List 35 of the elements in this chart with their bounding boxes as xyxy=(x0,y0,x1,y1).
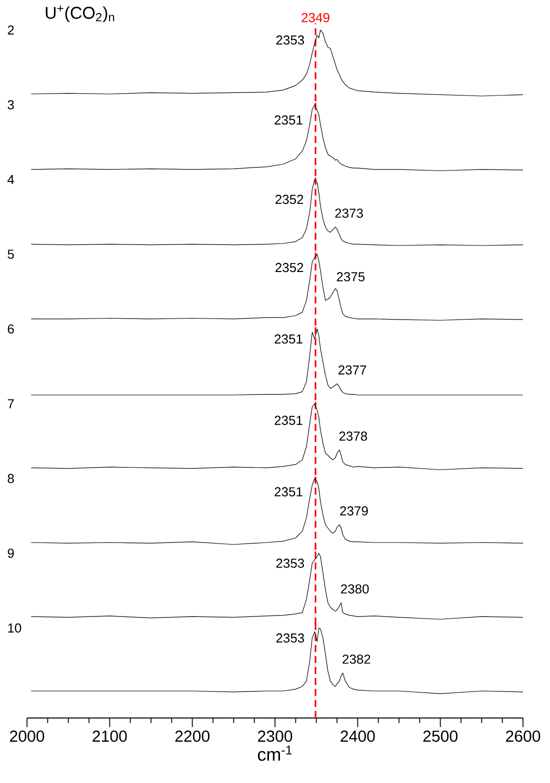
annotation: 2377 xyxy=(338,365,366,375)
annotation: 2351 xyxy=(274,487,302,496)
annotation: 2379 xyxy=(340,506,368,516)
x-tick-label: 2300 xyxy=(258,730,292,742)
annotation: 2353 xyxy=(276,35,304,45)
annotation: 2353 xyxy=(276,633,304,643)
annotation: 2378 xyxy=(339,432,368,441)
text: 10 xyxy=(8,623,22,633)
text: 8 xyxy=(8,474,14,484)
text: 4 xyxy=(8,175,14,184)
x-tick-label: 2000 xyxy=(10,730,44,742)
annotation: 2380 xyxy=(340,584,369,594)
x-tick-label: 2100 xyxy=(92,730,127,742)
ref-line-label: 2349 xyxy=(302,12,330,22)
text: 9 xyxy=(8,548,14,558)
x-tick-label: 2200 xyxy=(175,730,210,742)
text: 7 xyxy=(8,399,14,408)
text: 3 xyxy=(8,100,14,110)
x-axis-title: cm$^{-1}$ xyxy=(258,746,292,761)
text: 2 xyxy=(8,25,14,35)
annotation: 2373 xyxy=(335,208,363,218)
text: 6 xyxy=(8,324,14,334)
annotation: 2352 xyxy=(276,194,304,204)
annotation: 2382 xyxy=(342,654,370,664)
annotation: 2351 xyxy=(274,334,302,344)
annotation: 2352 xyxy=(276,262,304,272)
text: 5 xyxy=(8,250,14,259)
x-tick-label: 2600 xyxy=(506,730,540,742)
annotation: 2351 xyxy=(274,416,302,425)
x-tick-label: 2500 xyxy=(423,730,458,742)
annotation: 2351 xyxy=(274,115,302,125)
x-tick-label: 2400 xyxy=(340,730,375,742)
annotation: 2353 xyxy=(276,558,304,568)
annotation: 2375 xyxy=(336,272,365,282)
chart-title: U$^{+}$(CO$_{2}$)$_{n}$ xyxy=(46,6,114,22)
